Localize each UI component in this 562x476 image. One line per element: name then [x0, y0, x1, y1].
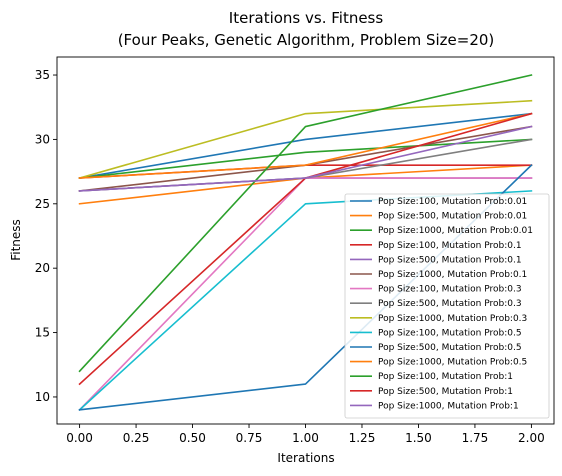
legend-label: Pop Size:500, Mutation Prob:0.3 — [378, 299, 522, 309]
plot-lines — [78, 74, 533, 411]
series-line-5 — [78, 177, 533, 192]
legend-label: Pop Size:1000, Mutation Prob:1 — [378, 401, 519, 411]
legend-entry: Pop Size:500, Mutation Prob:0.1 — [350, 255, 522, 265]
x-tick-label: 0.00 — [66, 431, 93, 445]
x-tick-label: 0.50 — [179, 431, 206, 445]
x-tick-label: 0.75 — [236, 431, 263, 445]
legend-label: Pop Size:500, Mutation Prob:0.5 — [378, 343, 522, 353]
legend-label: Pop Size:100, Mutation Prob:1 — [378, 372, 513, 382]
series-line-1 — [78, 112, 533, 179]
legend-entry: Pop Size:500, Mutation Prob:0.3 — [350, 299, 522, 309]
legend-entry: Pop Size:1000, Mutation Prob:0.01 — [350, 226, 533, 236]
series-line-15 — [78, 125, 533, 192]
x-tick-label: 1.75 — [462, 431, 489, 445]
y-tick-label: 30 — [35, 132, 50, 146]
legend-label: Pop Size:100, Mutation Prob:0.5 — [378, 328, 522, 338]
x-tick-label: 1.50 — [405, 431, 432, 445]
y-tick-label: 25 — [35, 197, 50, 211]
series-line-13 — [78, 74, 533, 373]
y-tick-label: 15 — [35, 326, 50, 340]
legend-entry: Pop Size:500, Mutation Prob:0.01 — [350, 212, 527, 222]
legend-entry: Pop Size:100, Mutation Prob:1 — [350, 372, 513, 382]
legend-entry: Pop Size:1000, Mutation Prob:0.3 — [350, 314, 527, 324]
x-tick-label: 2.00 — [518, 431, 545, 445]
series-line-12 — [78, 112, 533, 179]
legend-label: Pop Size:1000, Mutation Prob:0.5 — [378, 358, 527, 368]
legend-entry: Pop Size:1000, Mutation Prob:0.1 — [350, 270, 527, 280]
legend-label: Pop Size:1000, Mutation Prob:0.1 — [378, 270, 527, 280]
legend-entry: Pop Size:100, Mutation Prob:0.01 — [350, 197, 527, 207]
legend-entry: Pop Size:1000, Mutation Prob:1 — [350, 401, 519, 411]
x-tick-label: 1.00 — [292, 431, 319, 445]
x-axis-ticks: 0.00 0.25 0.50 0.75 1.00 1.25 1.50 1.75 2.00 — [66, 424, 545, 445]
series-line-9 — [78, 99, 533, 180]
legend-label: Pop Size:100, Mutation Prob:0.3 — [378, 285, 522, 295]
y-axis-label: Fitness — [9, 219, 23, 261]
legend: Pop Size:100, Mutation Prob:0.01 Pop Size… — [344, 193, 550, 419]
legend-label: Pop Size:1000, Mutation Prob:0.01 — [378, 226, 533, 236]
x-axis-label: Iterations — [277, 451, 334, 465]
legend-label: Pop Size:500, Mutation Prob:0.01 — [378, 212, 527, 222]
legend-label: Pop Size:1000, Mutation Prob:0.3 — [378, 314, 527, 324]
legend-entry: Pop Size:1000, Mutation Prob:0.5 — [350, 358, 527, 368]
x-tick-label: 1.25 — [349, 431, 376, 445]
x-tick-label: 0.25 — [123, 431, 150, 445]
legend-entry: Pop Size:100, Mutation Prob:0.5 — [350, 328, 522, 338]
legend-entry: Pop Size:100, Mutation Prob:0.3 — [350, 285, 522, 295]
legend-entry: Pop Size:500, Mutation Prob:0.5 — [350, 343, 522, 353]
y-tick-label: 20 — [35, 261, 50, 275]
legend-label: Pop Size:500, Mutation Prob:0.1 — [378, 255, 522, 265]
legend-label: Pop Size:100, Mutation Prob:0.1 — [378, 241, 522, 251]
legend-entry: Pop Size:500, Mutation Prob:1 — [350, 387, 513, 397]
y-tick-label: 35 — [35, 68, 50, 82]
legend-label: Pop Size:500, Mutation Prob:1 — [378, 387, 513, 397]
legend-entry: Pop Size:100, Mutation Prob:0.1 — [350, 241, 522, 251]
chart-subtitle: (Four Peaks, Genetic Algorithm, Problem … — [118, 31, 495, 49]
y-axis-ticks: 10 15 20 25 30 35 — [35, 68, 57, 404]
legend-box — [344, 193, 550, 419]
legend-label: Pop Size:100, Mutation Prob:0.01 — [378, 197, 527, 207]
chart-title: Iterations vs. Fitness — [229, 9, 384, 27]
y-tick-label: 10 — [35, 390, 50, 404]
